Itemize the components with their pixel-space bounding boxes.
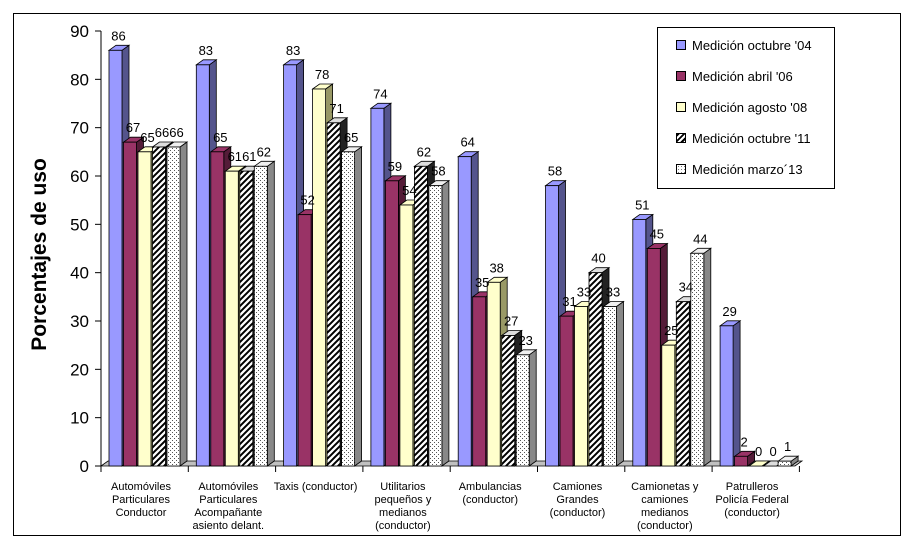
chart-frame — [13, 13, 901, 536]
bar — [776, 455, 800, 467]
legend-item: Medición octubre '11 — [676, 130, 811, 146]
bar-value-label: 83 — [286, 43, 300, 58]
bar — [718, 320, 742, 467]
bar-value-label: 59 — [388, 159, 402, 174]
y-tick-label: 50 — [70, 215, 89, 234]
bar-value-label: 62 — [257, 144, 271, 159]
bar-value-label: 0 — [769, 444, 776, 459]
bar-value-label: 2 — [740, 434, 747, 449]
legend: Medición octubre '04 Medición abril '06 … — [657, 27, 835, 189]
legend-swatch — [676, 40, 686, 50]
bar — [514, 349, 538, 467]
bar-value-label: 51 — [635, 198, 649, 213]
bar-value-label: 29 — [722, 304, 736, 319]
bar — [602, 300, 625, 467]
legend-swatch — [676, 133, 686, 143]
bar-value-label: 23 — [518, 333, 532, 348]
bar-value-label: 67 — [126, 120, 140, 135]
bar-value-label: 62 — [417, 144, 431, 159]
legend-item: Medición marzo´13 — [676, 161, 803, 177]
axes — [95, 30, 804, 472]
y-tick-label: 20 — [70, 360, 89, 379]
bar-value-label: 58 — [431, 164, 445, 179]
legend-swatch — [676, 71, 686, 81]
x-category-label: Automóviles Particulares Acompañante asient… — [193, 481, 265, 532]
legend-swatch — [676, 102, 686, 112]
x-category-label: Camiones Grandes (conductor) — [550, 481, 606, 519]
legend-label: Medición agosto '08 — [692, 99, 808, 115]
bar-value-label: 61 — [228, 149, 242, 164]
bar — [689, 247, 713, 467]
x-category-label: Taxis (conductor) — [274, 481, 358, 493]
legend-item: Medición abril '06 — [676, 68, 793, 84]
bar-value-label: 27 — [504, 314, 518, 329]
bar-value-label: 45 — [650, 227, 664, 242]
bars — [107, 44, 800, 467]
bar-value-label: 83 — [199, 43, 213, 58]
y-tick-label: 60 — [70, 167, 89, 186]
x-category-label: Patrulleros Policía Federal (conductor) — [715, 481, 788, 519]
y-tick-label: 0 — [80, 457, 89, 476]
bar-value-label: 31 — [562, 294, 576, 309]
bar-value-label: 71 — [329, 101, 343, 116]
bar-value-label: 66 — [169, 125, 183, 140]
legend-item: Medición octubre '04 — [676, 37, 812, 53]
bar-value-label: 34 — [679, 280, 693, 295]
bar-value-label: 64 — [460, 135, 474, 150]
bar-value-label: 65 — [344, 130, 358, 145]
bar — [747, 460, 771, 467]
bar-value-label: 0 — [755, 444, 762, 459]
bar-value-label: 78 — [315, 67, 329, 82]
bar-value-label: 44 — [693, 231, 707, 246]
bar-value-label: 66 — [155, 125, 169, 140]
x-category-label: Camionetas y camiones medianos (conductor) — [631, 481, 699, 532]
y-tick-label: 30 — [70, 312, 89, 331]
y-tick-label: 10 — [70, 409, 89, 428]
x-category-label: Ambulancias (conductor) — [459, 481, 522, 506]
y-axis-title: Porcentajes de uso — [28, 158, 51, 351]
legend-swatch — [676, 164, 686, 174]
bar-value-label: 1 — [784, 439, 791, 454]
y-tick-label: 90 — [70, 22, 89, 41]
y-tick-label: 70 — [70, 119, 89, 138]
bar-value-label: 33 — [606, 285, 620, 300]
x-category-label: Utilitarios pequeños y medianos (conductor) — [374, 481, 431, 532]
bar — [340, 146, 363, 467]
bar-value-label: 61 — [242, 149, 256, 164]
bar — [165, 141, 189, 467]
y-tick-label: 80 — [70, 70, 89, 89]
bar-value-label: 38 — [489, 260, 503, 275]
legend-label: Medición marzo´13 — [692, 161, 803, 177]
legend-item: Medición agosto '08 — [676, 99, 808, 115]
bar — [427, 179, 451, 467]
x-category-label: Automóviles Particulares Conductor — [111, 481, 171, 519]
bar — [733, 450, 756, 467]
bar-value-label: 33 — [577, 285, 591, 300]
bar — [253, 160, 276, 467]
bar-value-label: 58 — [548, 164, 562, 179]
bar-value-label: 74 — [373, 86, 387, 101]
legend-label: Medición octubre '11 — [692, 130, 811, 146]
bar-value-label: 40 — [591, 251, 605, 266]
bar-value-label: 52 — [300, 193, 314, 208]
bar-value-label: 25 — [664, 323, 678, 338]
y-tick-label: 40 — [70, 264, 89, 283]
bar-value-label: 65 — [140, 130, 154, 145]
bar-value-label: 54 — [402, 183, 416, 198]
bar-value-label: 65 — [213, 130, 227, 145]
legend-label: Medición octubre '04 — [692, 37, 812, 53]
legend-label: Medición abril '06 — [692, 68, 793, 84]
bar-value-label: 35 — [475, 275, 489, 290]
bar-value-label: 86 — [111, 28, 125, 43]
